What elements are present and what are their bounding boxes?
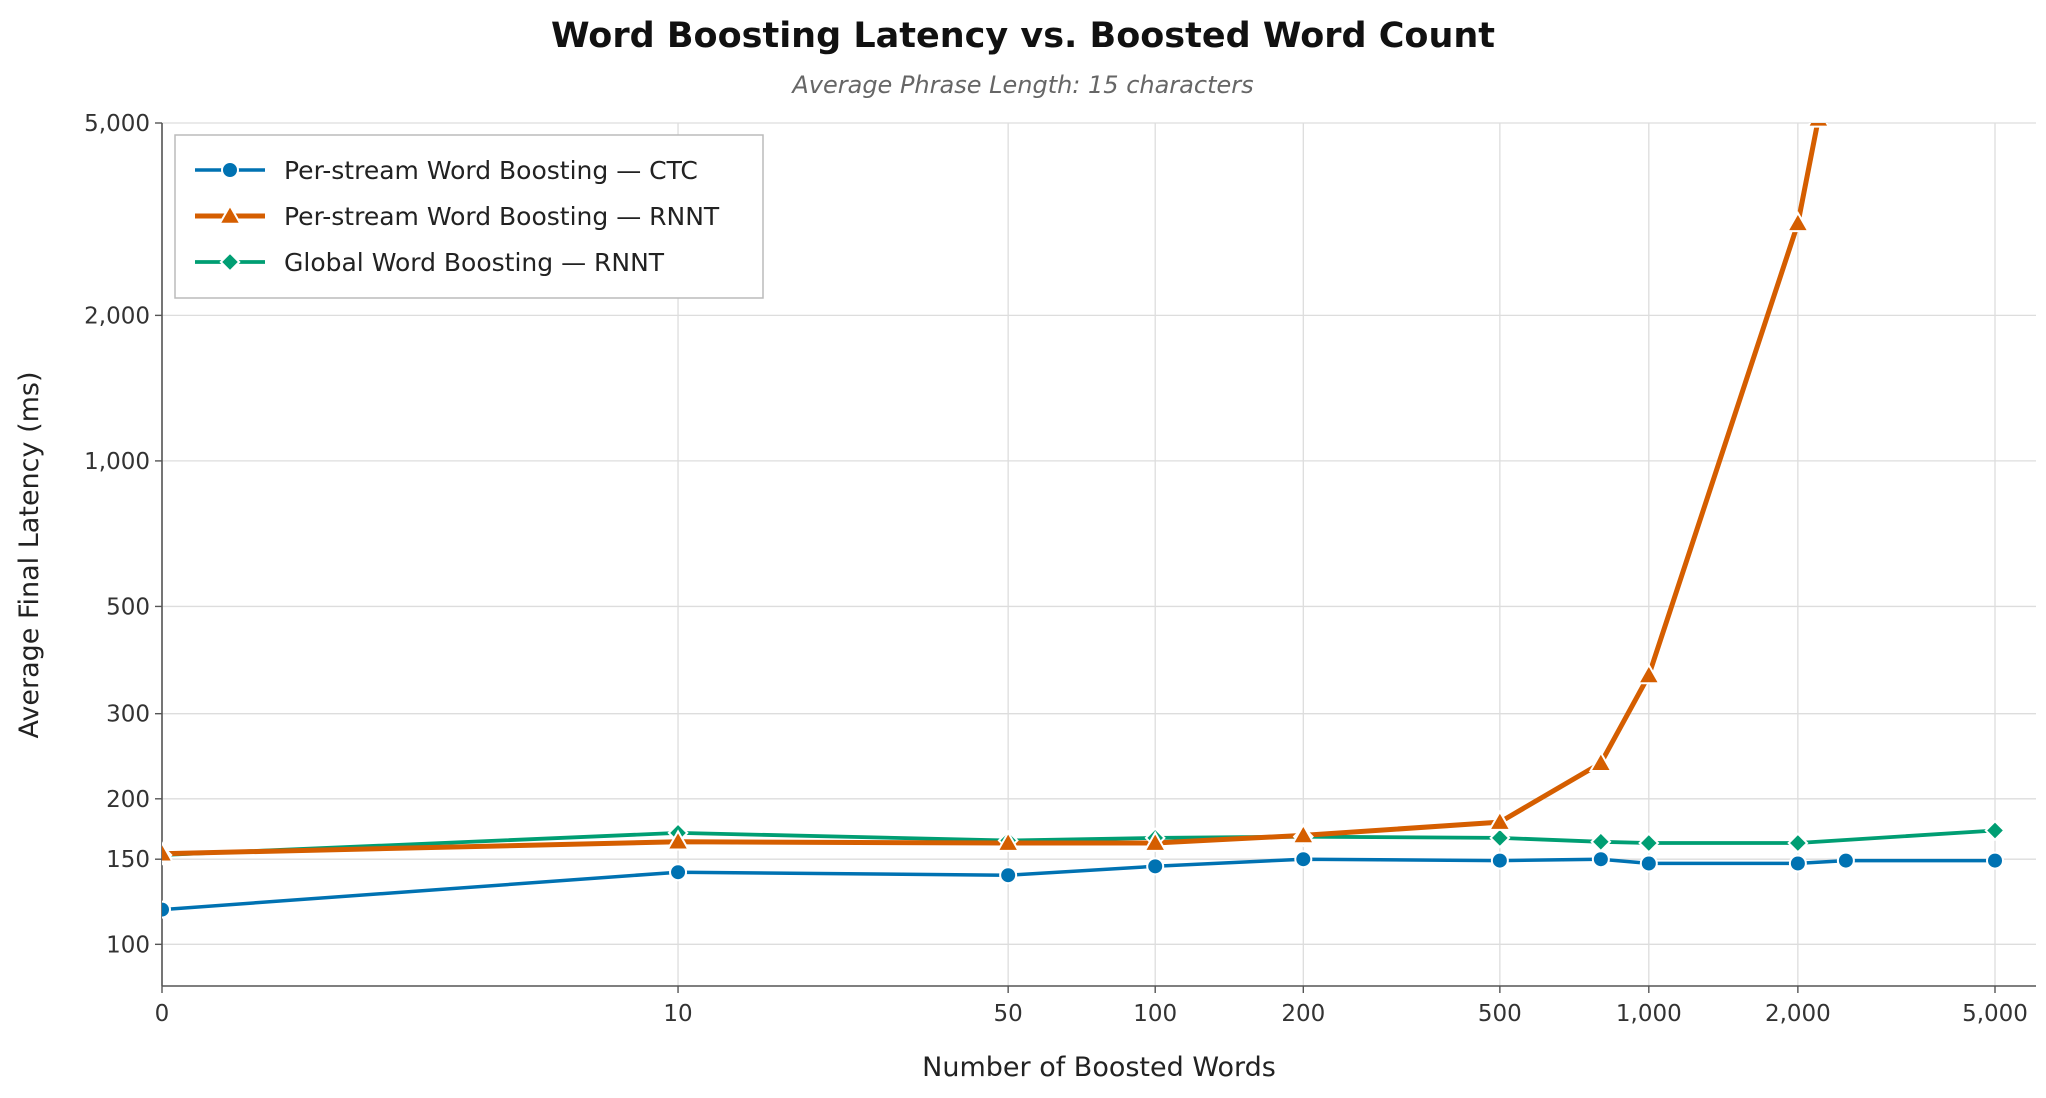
- data-point-0: [669, 863, 688, 882]
- data-point-0: [1639, 854, 1658, 873]
- data-point-0: [1986, 851, 2004, 870]
- legend-swatch-marker: [217, 203, 243, 225]
- y-tick-label: 500: [106, 594, 150, 620]
- series-markers: [162, 123, 2006, 919]
- y-tick-label: 300: [106, 702, 150, 728]
- data-point-0: [1146, 857, 1165, 876]
- data-point-2: [1984, 819, 2006, 842]
- data-point-1: [1806, 123, 1831, 128]
- data-point-0: [1490, 851, 1509, 870]
- data-point-1: [1291, 822, 1316, 845]
- data-point-0: [1836, 851, 1855, 870]
- x-tick-label: 1,000: [1616, 1001, 1682, 1027]
- x-tick-label: 0: [155, 1001, 170, 1027]
- data-point-0: [1788, 854, 1807, 873]
- gridlines: [161, 122, 2036, 986]
- tick-labels: 0 10 50 100 200 500 1,000 2,000 5,000 100 150 200 30…: [84, 111, 2028, 1027]
- legend-box: [174, 134, 764, 299]
- legend: Per-stream Word Boosting — CTC Per-stream…: [174, 134, 764, 299]
- x-tick-label: 10: [663, 1001, 692, 1027]
- y-tick-label: 5,000: [84, 111, 150, 137]
- data-point-1: [1487, 809, 1512, 831]
- data-point-2: [1638, 832, 1660, 854]
- series-line-2: [162, 828, 1996, 857]
- data-point-0: [1591, 850, 1610, 869]
- legend-label: Per-stream Word Boosting — CTC: [284, 156, 698, 185]
- x-tick-label: 200: [1281, 1001, 1325, 1027]
- data-point-1: [1143, 830, 1168, 852]
- series-line-0: [162, 857, 1995, 912]
- data-point-0: [162, 900, 171, 919]
- data-point-1: [665, 829, 691, 851]
- x-tick-label: 5,000: [1962, 1001, 2028, 1027]
- y-tick-label: 2,000: [84, 303, 150, 329]
- legend-label: Per-stream Word Boosting — RNNT: [284, 202, 720, 231]
- y-tick-label: 100: [106, 932, 150, 958]
- data-point-0: [999, 866, 1018, 885]
- data-point-1: [1588, 750, 1613, 772]
- data-point-0: [1294, 850, 1313, 869]
- y-tick-label: 200: [106, 787, 150, 813]
- x-tick-label: 2,000: [1765, 1001, 1831, 1027]
- y-axis-label: Average Final Latency (ms): [14, 371, 45, 738]
- chart-title: Word Boosting Latency vs. Boosted Word C…: [551, 16, 1495, 56]
- data-point-1: [1785, 210, 1810, 233]
- legend-swatch-marker: [221, 161, 239, 179]
- x-tick-label: 500: [1478, 1001, 1522, 1027]
- series-line-1: [162, 123, 1821, 857]
- data-point-2: [1787, 832, 1809, 854]
- chart-subtitle: Average Phrase Length: 15 characters: [790, 71, 1253, 99]
- y-tick-label: 150: [106, 847, 150, 873]
- y-tick-label: 1,000: [84, 449, 150, 475]
- x-axis-label: Number of Boosted Words: [922, 1052, 1276, 1083]
- legend-label: Global Word Boosting — RNNT: [284, 248, 665, 277]
- legend-swatch-marker: [219, 251, 241, 273]
- data-point-1: [1636, 662, 1661, 685]
- x-tick-label: 50: [994, 1001, 1023, 1027]
- data-point-2: [1489, 827, 1511, 849]
- data-point-2: [1590, 831, 1612, 853]
- data-point-1: [996, 830, 1021, 852]
- data-point-1: [162, 841, 175, 863]
- x-tick-label: 100: [1133, 1001, 1177, 1027]
